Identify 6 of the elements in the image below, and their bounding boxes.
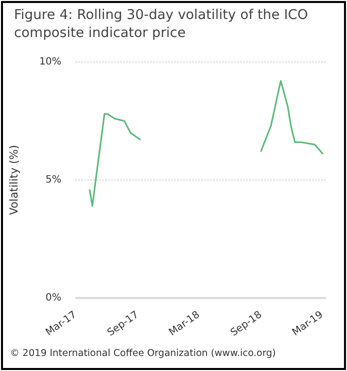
chart-title: Figure 4: Rolling 30-day volatility of the ICO composite indicator price <box>14 6 309 42</box>
text: © 2019 International Coffee Organization (www.ico.org) <box>10 348 276 359</box>
y-tick-label: 5% <box>46 174 62 186</box>
y-axis-title: Volatility (%) <box>7 144 20 216</box>
y-tick-label: 10% <box>39 56 62 68</box>
y-tick-label: 0% <box>46 292 62 304</box>
